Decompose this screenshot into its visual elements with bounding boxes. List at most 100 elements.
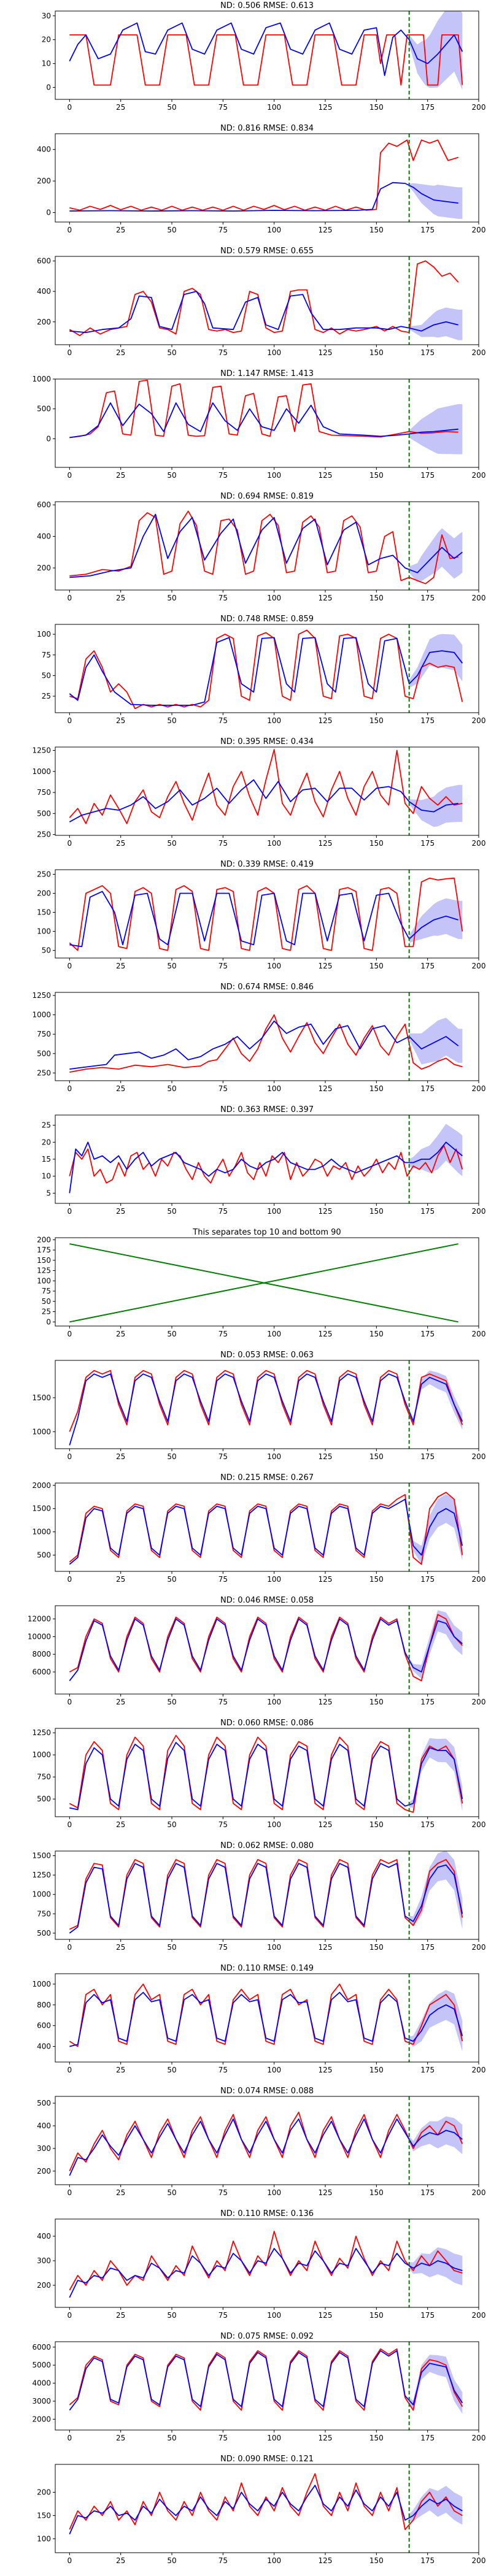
- x-tick-label: 175: [420, 1330, 435, 1338]
- subplot-title: ND: 0.110 RMSE: 0.149: [220, 1964, 314, 1973]
- plot-area: [69, 747, 463, 835]
- y-tick-label: 5: [46, 1189, 51, 1197]
- plot-area: [69, 1974, 463, 2062]
- x-tick-label: 100: [267, 839, 281, 848]
- subplot-title: ND: 0.506 RMSE: 0.613: [220, 1, 314, 10]
- x-tick-label: 125: [319, 2556, 333, 2565]
- subplot-5: ND: 0.694 RMSE: 0.819 0 25 50 75 100 125 150 175…: [37, 492, 485, 602]
- x-tick-label: 0: [68, 2556, 72, 2565]
- plot-area: [69, 256, 463, 345]
- x-tick-label: 125: [319, 1575, 333, 1584]
- subplot-20: ND: 0.075 RMSE: 0.092 0 25 50 75 100 125 150 175…: [32, 2332, 485, 2442]
- y-tick-label: 10: [42, 1172, 51, 1181]
- y-tick-label: 400: [37, 2122, 51, 2130]
- y-tick-label: 400: [37, 145, 51, 154]
- x-tick-label: 75: [218, 716, 228, 725]
- axes-frame: [55, 2218, 479, 2308]
- x-tick-label: 175: [420, 2188, 435, 2197]
- x-tick-label: 125: [319, 1330, 333, 1338]
- axes-frame: [55, 10, 479, 100]
- subplot-21: ND: 0.090 RMSE: 0.121 0 25 50 75 100 125 150 175…: [37, 2455, 485, 2565]
- x-tick-label: 75: [218, 226, 228, 234]
- x-tick-label: 0: [68, 1943, 72, 1952]
- x-tick-label: 100: [267, 1084, 281, 1093]
- x-tick-label: 75: [218, 839, 228, 848]
- actual-series-line: [69, 2348, 463, 2411]
- subplot-13: ND: 0.215 RMSE: 0.267 0 25 50 75 100 125 150 175…: [32, 1473, 485, 1584]
- axes-frame: [55, 2096, 479, 2185]
- plot-area: [69, 992, 463, 1081]
- x-tick-label: 125: [319, 2434, 333, 2442]
- x-tick-label: 125: [319, 839, 333, 848]
- x-tick-label: 150: [369, 2434, 384, 2442]
- x-tick-label: 150: [369, 1698, 384, 1706]
- x-tick-label: 175: [420, 1820, 435, 1829]
- x-tick-label: 25: [116, 348, 125, 357]
- plot-area: [69, 2219, 463, 2307]
- x-tick-label: 125: [319, 716, 333, 725]
- x-tick-label: 25: [116, 1820, 125, 1829]
- x-tick-label: 50: [167, 2188, 176, 2197]
- x-tick-label: 50: [167, 2066, 176, 2074]
- x-tick-label: 25: [116, 471, 125, 480]
- x-tick-label: 50: [167, 839, 176, 848]
- y-tick-label: 2000: [32, 2415, 51, 2423]
- y-tick-label: 500: [37, 2099, 51, 2107]
- x-tick-label: 25: [116, 1698, 125, 1706]
- y-tick-label: 200: [37, 177, 51, 185]
- y-tick-label: 400: [37, 287, 51, 296]
- axes-frame: [55, 624, 479, 713]
- y-tick-label: 4000: [32, 2379, 51, 2388]
- y-tick-label: 500: [37, 1551, 51, 1559]
- x-tick-label: 100: [267, 103, 281, 112]
- x-tick-label: 150: [369, 1207, 384, 1216]
- x-tick-label: 25: [116, 716, 125, 725]
- x-tick-label: 200: [472, 1943, 486, 1952]
- plot-area: [69, 2096, 463, 2185]
- x-tick-label: 100: [267, 1943, 281, 1952]
- y-tick-label: 750: [37, 1030, 51, 1038]
- y-tick-label: 250: [37, 1068, 51, 1077]
- x-tick-label: 175: [420, 1084, 435, 1093]
- x-tick-label: 75: [218, 103, 228, 112]
- predicted-series-line: [69, 637, 463, 706]
- y-tick-label: 400: [37, 2232, 51, 2241]
- x-tick-label: 75: [218, 962, 228, 970]
- y-tick-label: 1250: [32, 991, 51, 1000]
- x-tick-label: 175: [420, 1698, 435, 1706]
- plot-area: [69, 379, 463, 467]
- axes-frame: [55, 1482, 479, 1572]
- x-tick-label: 100: [267, 2066, 281, 2074]
- x-tick-label: 125: [319, 348, 333, 357]
- axes-frame: [55, 746, 479, 836]
- subplot-title: ND: 0.363 RMSE: 0.397: [220, 1105, 314, 1114]
- subplot-7: ND: 0.395 RMSE: 0.434 0 25 50 75 100 125 150 175…: [32, 737, 485, 848]
- plot-area: [69, 2342, 463, 2430]
- plot-area: [69, 1115, 463, 1203]
- separator-line-up: [69, 1243, 458, 1323]
- x-tick-label: 200: [472, 716, 486, 725]
- y-tick-label: 50: [42, 671, 51, 680]
- x-tick-label: 175: [420, 471, 435, 480]
- x-tick-label: 175: [420, 716, 435, 725]
- plot-area: [69, 1483, 463, 1571]
- x-tick-label: 100: [267, 2556, 281, 2565]
- y-tick-label: 1500: [32, 1852, 51, 1860]
- subplot-2: ND: 0.816 RMSE: 0.834 0 25 50 75 100 125 150 175…: [37, 124, 485, 234]
- x-tick-label: 0: [68, 594, 72, 602]
- x-tick-label: 100: [267, 594, 281, 602]
- x-tick-label: 200: [472, 594, 486, 602]
- x-tick-label: 200: [472, 2556, 486, 2565]
- y-tick-label: 1250: [32, 1728, 51, 1737]
- y-tick-label: 300: [37, 2144, 51, 2153]
- y-tick-label: 250: [37, 830, 51, 839]
- y-tick-label: 200: [37, 2488, 51, 2496]
- x-tick-label: 200: [472, 2188, 486, 2197]
- x-tick-label: 75: [218, 1452, 228, 1461]
- x-tick-label: 75: [218, 1820, 228, 1829]
- x-tick-label: 0: [68, 471, 72, 480]
- actual-series-line: [69, 2111, 463, 2172]
- subplot-4: ND: 1.147 RMSE: 1.413 0 25 50 75 100 125 150 175…: [32, 369, 485, 480]
